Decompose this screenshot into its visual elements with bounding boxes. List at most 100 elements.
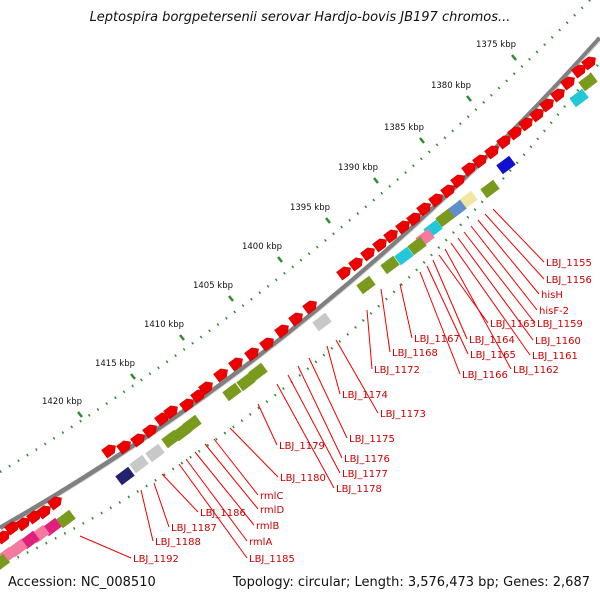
- gene-label: hisF-2: [539, 306, 569, 317]
- gene-label: LBJ_1159: [537, 319, 583, 330]
- gene-label: rmlC: [260, 491, 283, 502]
- gene-label: LBJ_1186: [200, 508, 246, 519]
- gene-label-callout: [276, 383, 335, 489]
- gene-label-callout: [477, 219, 540, 295]
- gene-arrow: [571, 64, 586, 79]
- gene-arrow: [348, 257, 363, 272]
- gene-label-callout: [470, 225, 538, 311]
- gene-label-callout: [463, 231, 536, 324]
- gene-label: LBJ_1178: [336, 484, 382, 495]
- gene-label-callout: [194, 451, 255, 526]
- gene-arrow: [47, 496, 62, 511]
- feature-box: [236, 372, 256, 392]
- scale-tick: [77, 411, 83, 418]
- gene-arrow: [15, 517, 30, 532]
- feature-box: [407, 236, 427, 256]
- gene-label-callout: [484, 213, 545, 280]
- gene-label-callout: [308, 357, 348, 439]
- gene-label: LBJ_1185: [249, 554, 295, 565]
- gene-label: rmlA: [249, 537, 272, 548]
- scale-tick: [228, 295, 234, 302]
- gene-arrow: [529, 108, 544, 123]
- gene-arrow: [507, 126, 522, 141]
- gene-arrow: [461, 162, 476, 177]
- gene-label: LBJ_1173: [380, 409, 426, 420]
- scale-tick: [325, 217, 331, 224]
- gene-arrow: [395, 220, 410, 235]
- feature-box: [0, 553, 10, 573]
- scale-label: 1415 kbp: [95, 359, 135, 369]
- gene-arrow: [539, 98, 554, 113]
- gene-arrow: [0, 530, 10, 545]
- gene-label: LBJ_1174: [342, 390, 388, 401]
- gene-label-callout: [335, 339, 379, 414]
- scale-tick: [466, 95, 472, 102]
- gene-label-callout: [140, 489, 154, 542]
- gene-label: LBJ_1165: [470, 350, 516, 361]
- gene-label-callout: [457, 237, 534, 341]
- outer-tick-ring: [0, 0, 591, 474]
- gene-label: LBJ_1168: [392, 348, 438, 359]
- gene-label-callout: [204, 443, 259, 510]
- feature-box: [161, 429, 181, 449]
- feature-box: [248, 362, 268, 382]
- gene-label-callout: [438, 254, 489, 324]
- scale-tick: [179, 334, 185, 341]
- topology-summary-text: Topology: circular; Length: 3,576,473 bp…: [232, 575, 590, 590]
- gene-label-callout: [492, 208, 545, 263]
- accession-text: Accession: NC_008510: [8, 575, 156, 590]
- gene-arrow: [428, 193, 443, 208]
- gene-arrow: [26, 510, 41, 525]
- gene-label-callout: [161, 473, 199, 513]
- scale-label: 1420 kbp: [42, 397, 82, 407]
- gene-arrow: [142, 424, 157, 439]
- scale-label: 1385 kbp: [384, 123, 424, 133]
- gene-label-callout: [287, 374, 341, 474]
- feature-box: [356, 275, 376, 295]
- scale-label: 1395 kbp: [290, 203, 330, 213]
- gene-arrow: [484, 145, 499, 160]
- gene-label-callout: [326, 345, 341, 395]
- gene-arrow: [101, 444, 116, 459]
- gene-arrow: [228, 357, 243, 372]
- gene-arrow: [440, 184, 455, 199]
- scale-tick: [373, 177, 379, 184]
- scale-label: 1380 kbp: [431, 81, 471, 91]
- gene-label: LBJ_1192: [133, 554, 179, 565]
- gene-label-callout: [432, 259, 468, 340]
- gene-arrow: [450, 174, 465, 189]
- feature-box: [435, 208, 455, 228]
- gene-arrow: [518, 117, 533, 132]
- gene-label: LBJ_1179: [279, 441, 325, 452]
- gene-label-callout: [297, 365, 343, 459]
- scale-tick: [419, 137, 425, 144]
- scale-tick: [277, 256, 283, 263]
- gene-label-callout: [79, 535, 132, 559]
- gene-arrow: [302, 300, 317, 315]
- gene-arrow: [288, 312, 303, 327]
- gene-label: LBJ_1176: [344, 454, 390, 465]
- gene-arrow: [560, 76, 575, 91]
- gene-label: LBJ_1161: [532, 351, 578, 362]
- gene-label: LBJ_1160: [535, 336, 581, 347]
- gene-label-callout: [229, 427, 279, 478]
- gene-label-callout: [426, 265, 469, 355]
- feature-box: [380, 255, 400, 275]
- feature-box: [145, 443, 165, 463]
- gene-label: LBJ_1163: [490, 319, 536, 330]
- feature-box: [394, 246, 414, 266]
- feature-box: [129, 454, 149, 474]
- feature-box: [569, 88, 589, 108]
- scale-label: 1375 kbp: [476, 40, 516, 50]
- gene-label: LBJ_1172: [374, 365, 420, 376]
- scale-tick: [130, 373, 136, 380]
- gene-arrow: [274, 324, 289, 339]
- gene-label-callout: [257, 403, 278, 446]
- feature-box: [480, 179, 500, 199]
- gene-label: LBJ_1180: [280, 473, 326, 484]
- scale-label: 1400 kbp: [242, 242, 282, 252]
- gene-arrow: [336, 266, 351, 281]
- gene-label: LBJ_1155: [546, 258, 592, 269]
